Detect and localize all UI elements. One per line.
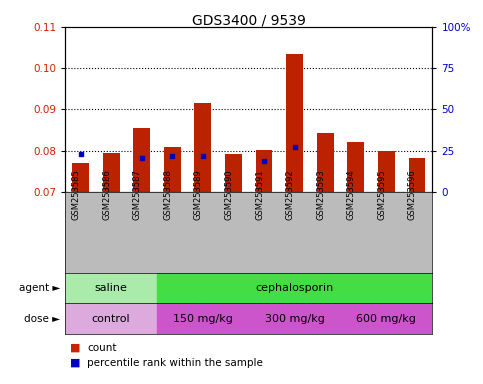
Text: ■: ■ [70,343,81,353]
Bar [256,150,272,192]
Text: GDS3400 / 9539: GDS3400 / 9539 [192,13,306,27]
Bar [133,128,150,192]
Bar [286,54,303,192]
Bar [72,163,89,192]
Text: GSM253588: GSM253588 [163,169,172,220]
Text: GSM253585: GSM253585 [71,169,81,220]
Bar [225,154,242,192]
Bar [249,303,341,334]
Bar [103,153,119,192]
Text: GSM253595: GSM253595 [377,169,386,220]
Bar [409,158,426,192]
Bar [317,133,334,192]
Bar [157,273,432,303]
Text: GSM253590: GSM253590 [225,169,233,220]
Text: GSM253586: GSM253586 [102,169,111,220]
Text: GSM253591: GSM253591 [255,169,264,220]
Text: saline: saline [95,283,128,293]
Bar [164,147,181,192]
Text: percentile rank within the sample: percentile rank within the sample [87,358,263,368]
Text: GSM253596: GSM253596 [408,169,417,220]
Bar [378,151,395,192]
Text: 600 mg/kg: 600 mg/kg [356,314,416,324]
Bar [341,303,432,334]
Bar [65,303,157,334]
Bar [195,103,211,192]
Bar [65,273,157,303]
Text: 150 mg/kg: 150 mg/kg [173,314,233,324]
Bar [157,303,249,334]
Text: GSM253593: GSM253593 [316,169,325,220]
Bar [347,142,364,192]
Text: GSM253589: GSM253589 [194,169,203,220]
Text: GSM253592: GSM253592 [285,169,295,220]
Text: count: count [87,343,116,353]
Text: GSM253594: GSM253594 [347,169,356,220]
Text: ■: ■ [70,358,81,368]
Text: GSM253587: GSM253587 [133,169,142,220]
Text: 300 mg/kg: 300 mg/kg [265,314,325,324]
Text: cephalosporin: cephalosporin [256,283,334,293]
Text: agent ►: agent ► [19,283,60,293]
Text: control: control [92,314,130,324]
Text: dose ►: dose ► [24,314,60,324]
